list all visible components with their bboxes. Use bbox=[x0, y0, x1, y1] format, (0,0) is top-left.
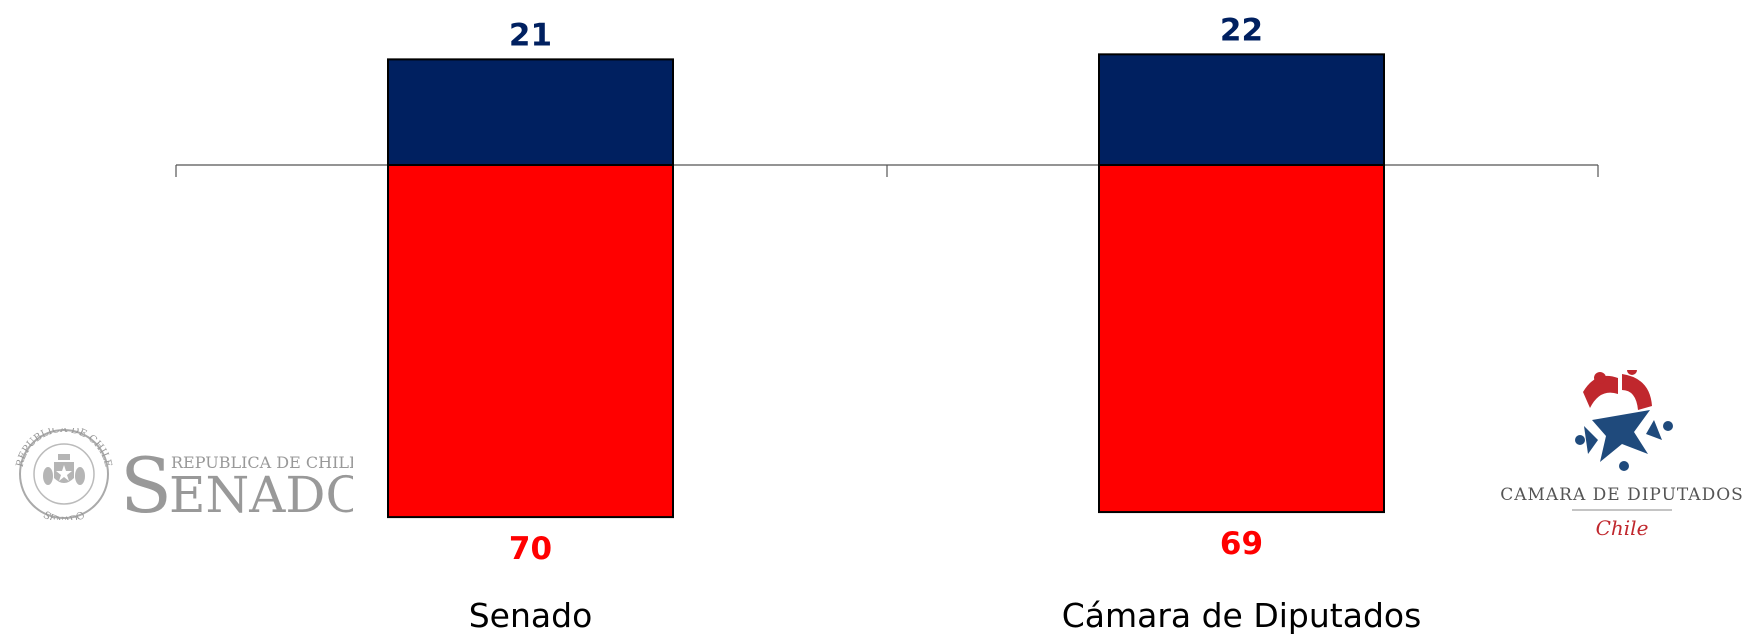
camara-country: Chile bbox=[1596, 516, 1649, 540]
camara-logo: CAMARA DE DIPUTADOS Chile bbox=[1500, 370, 1744, 540]
svg-text:SENADO: SENADO bbox=[41, 510, 87, 520]
data-label-negative: 69 bbox=[1220, 526, 1263, 562]
bar-negative bbox=[1098, 164, 1385, 514]
data-label-positive: 22 bbox=[1220, 12, 1263, 48]
bar-positive bbox=[1098, 53, 1385, 167]
camara-name: CAMARA DE DIPUTADOS bbox=[1500, 485, 1744, 505]
senado-name-initial: S bbox=[120, 441, 172, 520]
senado-name-rest: ENADO bbox=[169, 466, 353, 520]
senado-logo: REPUBLICA DE CHILE SENADO S REPUBLICA DE… bbox=[15, 428, 353, 520]
category-label: Cámara de Diputados bbox=[1062, 596, 1422, 635]
bar-positive bbox=[387, 58, 674, 166]
category-label: Senado bbox=[469, 596, 593, 635]
senado-subtitle: REPUBLICA DE CHILE bbox=[171, 453, 353, 472]
bar-negative bbox=[387, 164, 674, 519]
data-label-negative: 70 bbox=[509, 531, 552, 567]
camara-emblem-icon bbox=[1575, 370, 1673, 471]
coat-of-arms-icon bbox=[43, 454, 85, 485]
data-label-positive: 21 bbox=[509, 17, 552, 53]
senado-seal: REPUBLICA DE CHILE SENADO bbox=[15, 428, 114, 520]
seal-ring-bottom-text: SENADO bbox=[41, 510, 87, 520]
